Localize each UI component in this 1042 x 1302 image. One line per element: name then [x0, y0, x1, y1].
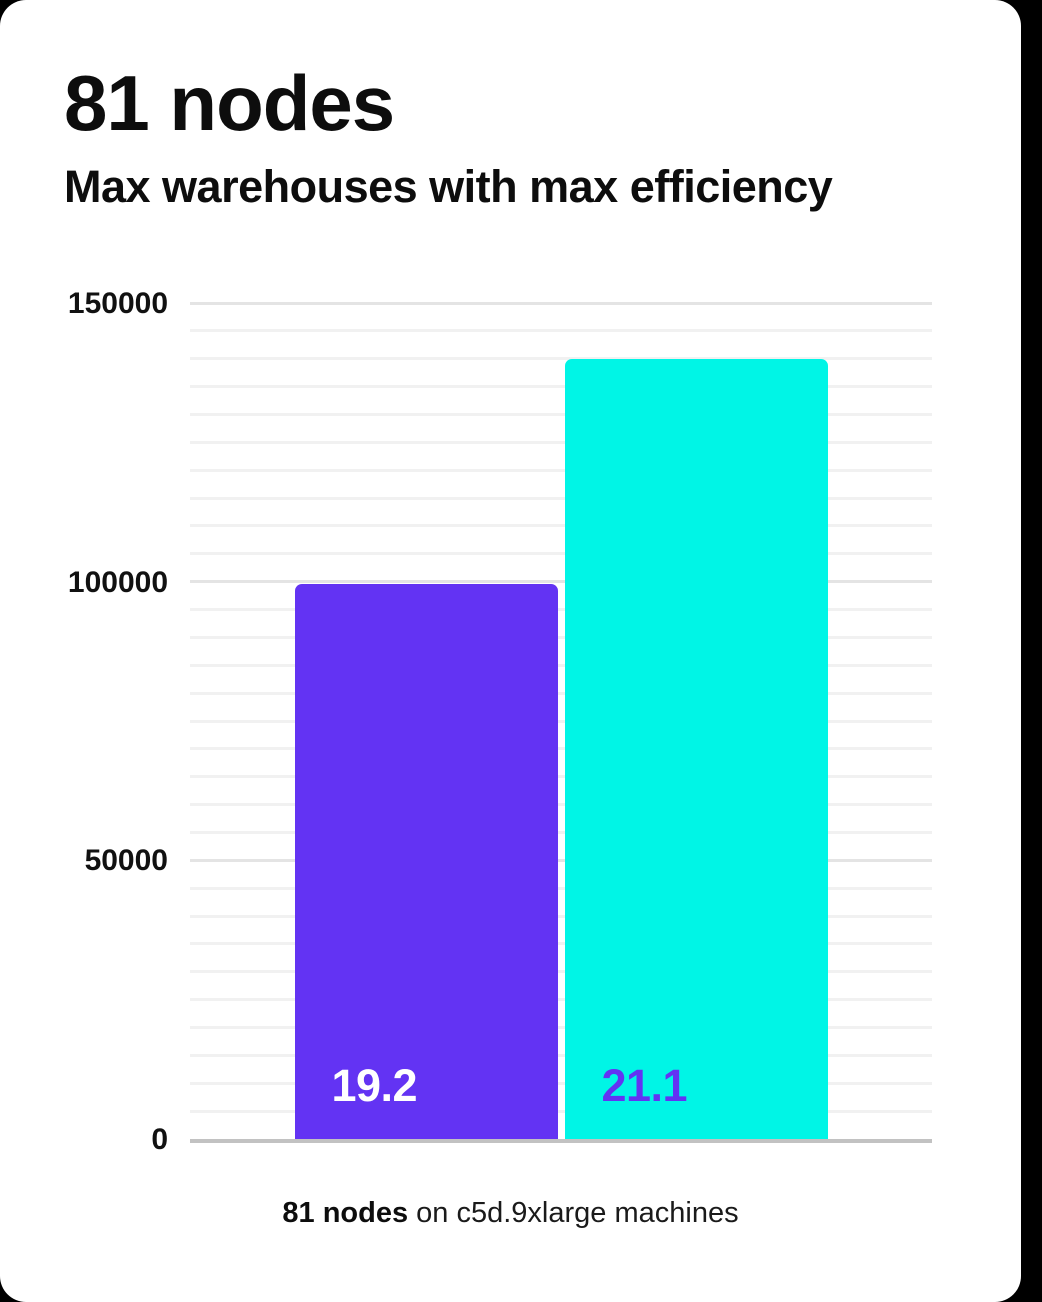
bar: 21.1 [564, 358, 828, 1139]
gridline-minor [190, 970, 932, 974]
gridline-minor [190, 747, 932, 751]
gridline-minor [190, 886, 932, 890]
gridline-minor [190, 635, 932, 639]
gridline-minor [190, 1026, 932, 1030]
gridline-minor [190, 385, 932, 389]
gridline-minor [190, 914, 932, 918]
gridline-minor [190, 942, 932, 946]
gridline-minor [190, 803, 932, 807]
bar-chart: 0 50000 100000 150000 19.2 21.1 [67, 287, 932, 1156]
page-subtitle: Max warehouses with max efficiency [64, 161, 833, 212]
gridline-major [190, 580, 932, 584]
gridline-minor [190, 663, 932, 667]
gridline-minor [190, 830, 932, 834]
gridline-minor [190, 440, 932, 444]
y-axis-tick-label: 100000 [67, 565, 168, 599]
gridline-minor [190, 775, 932, 779]
caption-bold-text: 81 nodes [282, 1197, 409, 1229]
gridline-minor [190, 496, 932, 500]
gridline-minor [190, 998, 932, 1002]
gridline-minor [190, 719, 932, 723]
chart-caption: 81 nodes on c5d.9xlarge machines [0, 1194, 1021, 1232]
gridline-minor [190, 412, 932, 416]
gridline-minor [190, 468, 932, 472]
x-axis-line [190, 1139, 932, 1143]
gridline-minor [190, 1109, 932, 1113]
bar-value-label: 19.2 [331, 1059, 418, 1111]
page-title: 81 nodes [64, 59, 395, 147]
gridline-minor [190, 691, 932, 695]
gridline-minor [190, 552, 932, 556]
chart-card: 81 nodes Max warehouses with max efficie… [0, 0, 1021, 1302]
gridline-minor [190, 357, 932, 361]
bar: 19.2 [294, 584, 558, 1139]
gridline-major [190, 858, 932, 862]
y-axis-tick-label: 150000 [67, 287, 168, 320]
gridline-minor [190, 608, 932, 612]
gridline-major [190, 301, 932, 305]
y-axis-tick-label: 0 [151, 1123, 168, 1156]
gridline-minor [190, 1081, 932, 1085]
y-axis-tick-label: 50000 [84, 844, 168, 878]
gridline-minor [190, 1053, 932, 1057]
bar-value-label: 21.1 [601, 1059, 688, 1111]
caption-regular-text: on c5d.9xlarge machines [408, 1197, 739, 1229]
gridline-minor [190, 524, 932, 528]
gridline-minor [190, 329, 932, 333]
